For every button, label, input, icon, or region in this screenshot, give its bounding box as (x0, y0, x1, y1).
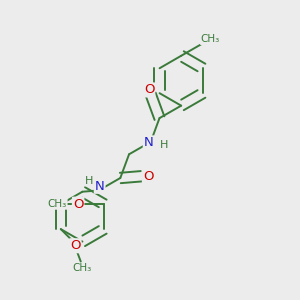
Text: CH₃: CH₃ (72, 263, 92, 274)
Text: O: O (73, 198, 83, 211)
Text: O: O (143, 170, 153, 183)
Text: O: O (144, 83, 154, 96)
Text: CH₃: CH₃ (48, 199, 67, 209)
Text: H: H (85, 176, 93, 186)
Text: N: N (144, 136, 154, 149)
Text: O: O (70, 239, 81, 252)
Text: N: N (95, 180, 104, 193)
Text: H: H (160, 140, 168, 150)
Text: CH₃: CH₃ (201, 34, 220, 44)
